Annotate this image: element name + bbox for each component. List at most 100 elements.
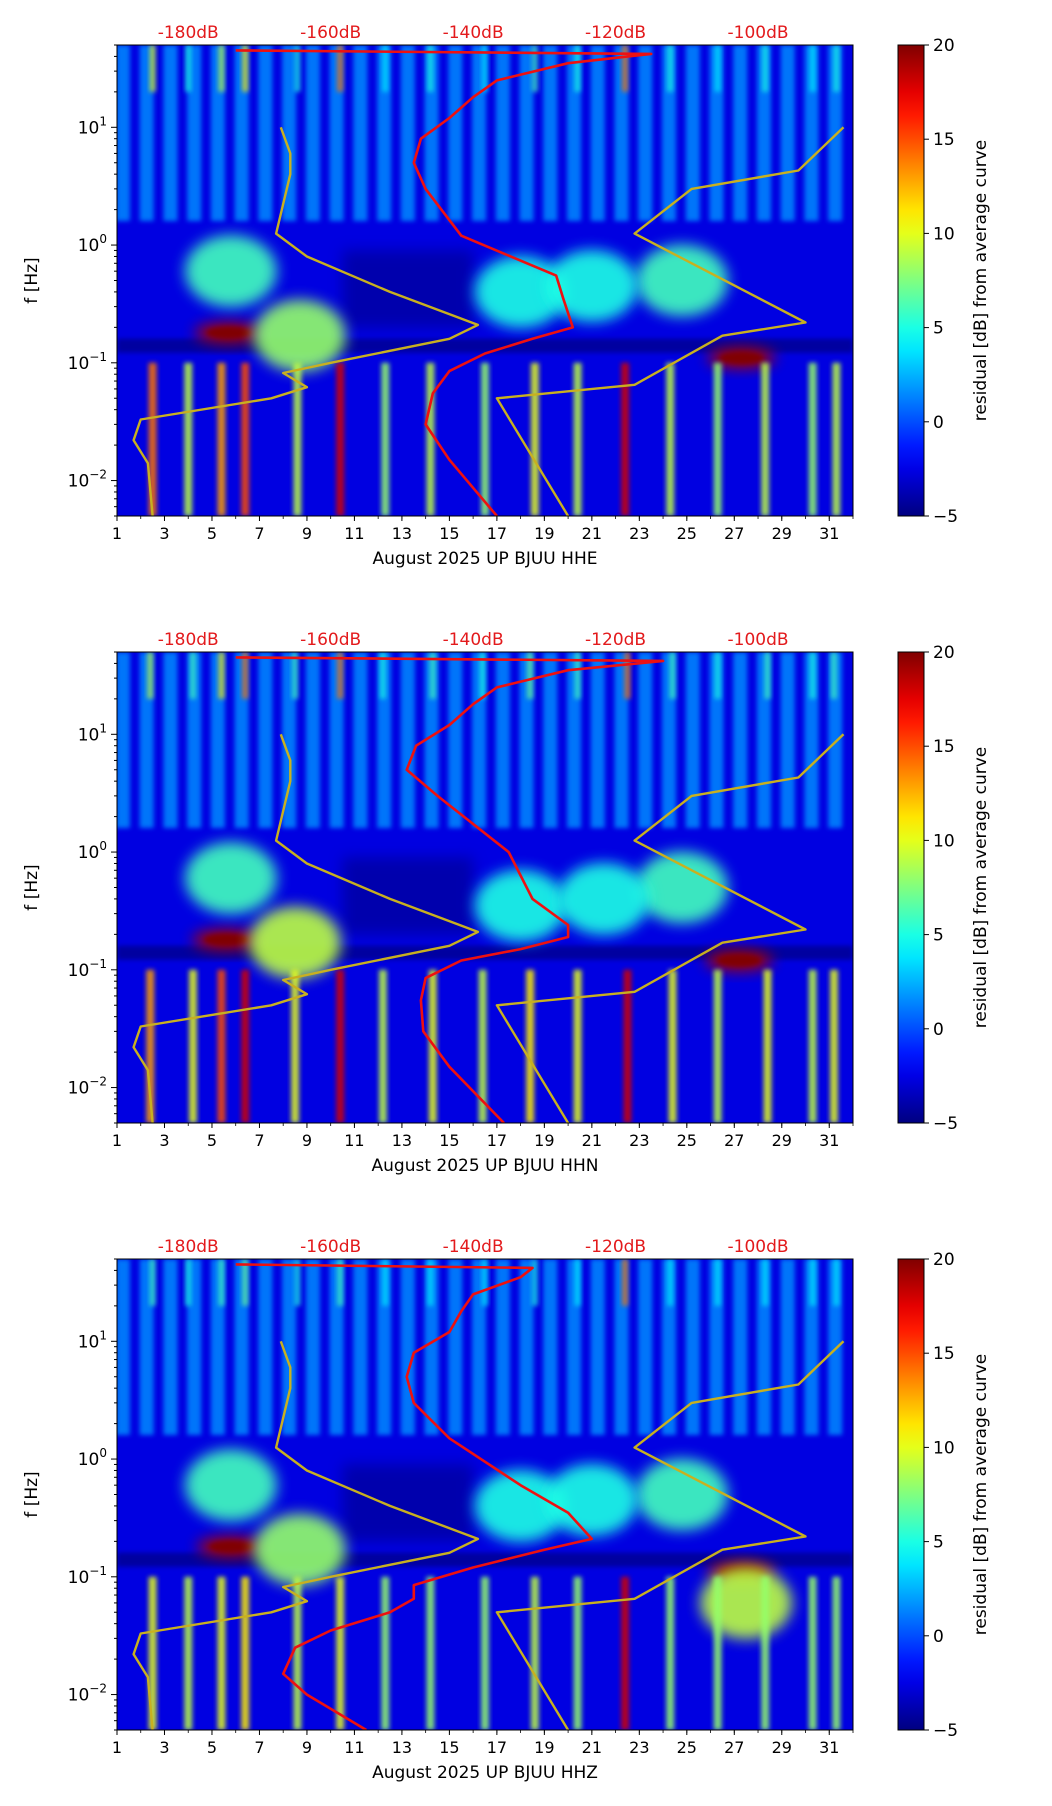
y-tick-label: 10−1 — [68, 350, 107, 374]
transient-stripe — [426, 362, 435, 516]
x-tick-label: 15 — [439, 524, 459, 543]
diurnal-band — [448, 45, 463, 222]
transient-stripe-high — [218, 45, 225, 92]
y-tick-exponent: −2 — [89, 468, 107, 482]
energy-blob — [545, 249, 638, 322]
energy-blob — [184, 1449, 277, 1522]
series-median-PSD — [235, 1263, 594, 1730]
x-tick-label: 11 — [344, 524, 364, 543]
transient-stripe-high — [337, 1259, 344, 1306]
diurnal-band — [519, 45, 534, 222]
y-tick-exponent: 1 — [99, 721, 107, 735]
transient-stripe — [381, 362, 390, 516]
x-tick-label: 13 — [392, 1131, 412, 1150]
diurnal-band — [163, 1259, 178, 1436]
energy-blob — [474, 869, 567, 942]
diurnal-band — [638, 1259, 653, 1436]
transient-stripe-high — [147, 652, 154, 699]
transient-stripe-high — [427, 1259, 434, 1306]
x-tick-label: 19 — [534, 1131, 554, 1150]
y-tick-label: 100 — [78, 1446, 107, 1470]
transient-stripe-high — [714, 45, 721, 92]
x-tick-label: 31 — [819, 1131, 839, 1150]
transient-stripe — [713, 969, 722, 1123]
transient-stripe — [184, 1576, 193, 1730]
transient-stripe — [478, 969, 487, 1123]
transient-stripe-high — [714, 652, 721, 699]
transient-stripe-high — [833, 45, 840, 92]
x-axis-label: August 2025 UP BJUU HHE — [373, 549, 598, 569]
transient-stripe — [832, 362, 841, 516]
y-tick-base: 10 — [78, 1450, 100, 1470]
transient-stripe-high — [667, 1259, 674, 1306]
transient-stripe — [761, 362, 770, 516]
y-tick-base: 10 — [68, 1079, 90, 1099]
y-tick-exponent: −2 — [89, 1682, 107, 1696]
energy-blob — [253, 299, 346, 372]
diurnal-band — [780, 652, 795, 829]
x-tick-label: 23 — [629, 1738, 649, 1757]
transient-stripe — [623, 969, 632, 1123]
x-axis-label: August 2025 UP BJUU HHZ — [372, 1763, 598, 1783]
diurnal-band — [448, 1259, 463, 1436]
diurnal-band — [590, 652, 605, 829]
x-tick-label: 21 — [582, 1131, 602, 1150]
series-noise-model-high — [495, 1340, 845, 1730]
transient-stripe-high — [574, 45, 581, 92]
series-noise-model-low — [132, 733, 480, 1123]
diurnal-band — [495, 652, 510, 829]
colorbar-tick-label: 0 — [933, 1020, 944, 1040]
y-tick-base: 10 — [68, 961, 90, 981]
panel-2: 1 3 5 7 9 11 13 15 17 19 21 23 25 27 29 3110−210−110010… — [22, 630, 991, 1176]
x-tick-label: 5 — [207, 1738, 217, 1757]
y-tick-exponent: 0 — [99, 1446, 107, 1460]
top-db-label: -160dB — [300, 630, 361, 650]
energy-blob — [184, 235, 277, 308]
transient-stripe-high — [669, 652, 676, 699]
transient-stripe — [808, 969, 817, 1123]
y-tick-base: 10 — [78, 1332, 100, 1352]
series-noise-model-low — [132, 1340, 480, 1730]
diurnal-band — [305, 45, 320, 222]
y-tick-base: 10 — [78, 118, 100, 138]
y-tick-exponent: 0 — [99, 232, 107, 246]
heatmap-area — [117, 45, 853, 516]
colorbar-tick-label: −5 — [933, 1721, 958, 1741]
transient-stripe — [188, 969, 197, 1123]
transient-stripe-high — [149, 1259, 156, 1306]
diurnal-band — [543, 652, 558, 829]
diurnal-band — [495, 45, 510, 222]
diurnal-band — [590, 45, 605, 222]
y-tick-label: 10−2 — [68, 468, 107, 492]
transient-stripe — [530, 1576, 539, 1730]
transient-stripe-high — [294, 1259, 301, 1306]
transient-stripe — [621, 362, 630, 516]
x-tick-label: 25 — [677, 524, 697, 543]
transient-stripe-high — [831, 652, 838, 699]
colorbar-label: residual [dB] from average curve — [971, 140, 991, 421]
transient-stripe — [241, 362, 250, 516]
diurnal-band — [590, 1259, 605, 1436]
transient-stripe — [530, 362, 539, 516]
diurnal-band — [353, 1259, 368, 1436]
x-tick-label: 19 — [534, 524, 554, 543]
transient-stripe — [336, 362, 345, 516]
transient-stripe-high — [429, 652, 436, 699]
colorbar-tick-label: 10 — [933, 1438, 955, 1458]
series-noise-model-low — [132, 126, 480, 516]
y-tick-base: 10 — [78, 725, 100, 745]
y-tick-label: 101 — [78, 721, 107, 745]
colorbar: −5 0 5 10 15 20 residual [dB] from average cur… — [897, 643, 991, 1134]
transient-stripe-high — [764, 652, 771, 699]
y-tick-label: 100 — [78, 839, 107, 863]
transient-stripe — [148, 362, 157, 516]
top-db-label: -120dB — [585, 1237, 646, 1257]
colorbar-tick-label: −5 — [933, 507, 958, 527]
top-db-label: -120dB — [585, 630, 646, 650]
transient-stripe-high — [714, 1259, 721, 1306]
transient-stripe-high — [242, 652, 249, 699]
energy-blob — [545, 1463, 638, 1536]
x-tick-label: 25 — [677, 1738, 697, 1757]
x-tick-label: 31 — [819, 1738, 839, 1757]
x-tick-label: 29 — [772, 524, 792, 543]
